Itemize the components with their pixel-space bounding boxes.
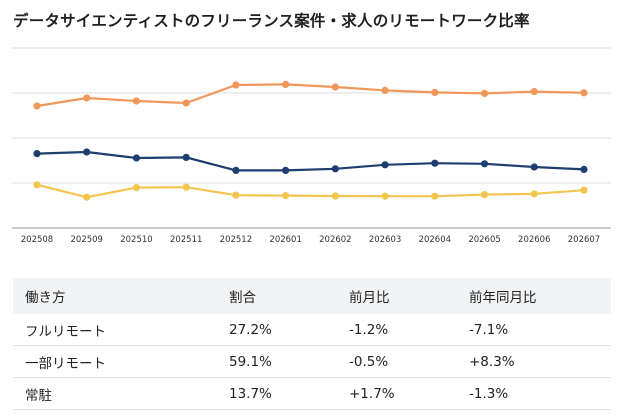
data-point	[480, 160, 489, 168]
remote-ratio-table: 働き方 割合 前月比 前年同月比 フルリモート 27.2% -1.2% -7.1…	[13, 278, 611, 410]
x-tick-label: 202607	[568, 235, 600, 245]
data-point	[33, 150, 41, 158]
cell-work-style: 常駐	[13, 377, 217, 410]
data-point	[480, 191, 489, 199]
col-header-mom: 前月比	[337, 278, 457, 314]
chart-gridlines	[12, 47, 611, 229]
data-point	[331, 165, 339, 173]
data-point	[431, 159, 439, 167]
data-point	[431, 192, 439, 200]
x-tick-label: 202603	[369, 235, 401, 245]
data-point	[530, 190, 538, 198]
data-point	[530, 88, 538, 96]
x-tick-label: 202601	[269, 235, 301, 245]
x-tick-label: 202604	[419, 235, 451, 245]
data-point	[33, 181, 41, 189]
col-header-yoy: 前年同月比	[457, 278, 611, 314]
cell-ratio: 27.2%	[217, 314, 337, 346]
series-line-1	[36, 83, 585, 108]
chart-data-points	[33, 80, 588, 201]
data-point	[83, 148, 91, 156]
data-point	[232, 81, 240, 89]
cell-work-style: フルリモート	[13, 314, 217, 346]
remote-ratio-line-chart: 202508 202509 202510 202511 202512 202601 2026…	[12, 47, 611, 245]
cell-ratio: 13.7%	[217, 377, 337, 410]
data-point	[182, 183, 190, 191]
x-tick-label: 202508	[21, 235, 53, 245]
x-tick-label: 202510	[120, 235, 152, 245]
data-point	[282, 80, 290, 88]
data-point	[580, 89, 588, 97]
data-point	[331, 192, 339, 200]
data-point	[381, 161, 389, 169]
cell-yoy: +8.3%	[457, 345, 611, 378]
chart-series-lines	[36, 83, 585, 199]
cell-work-style: 一部リモート	[13, 345, 217, 378]
page-title: データサイエンティストのフリーランス案件・求人のリモートワーク比率	[13, 12, 530, 30]
data-point	[431, 88, 439, 96]
data-point	[381, 192, 389, 200]
data-point	[580, 165, 588, 173]
series-line-3	[36, 183, 585, 199]
x-tick-label: 202511	[170, 235, 202, 245]
data-point	[132, 184, 141, 192]
data-point	[83, 193, 91, 201]
table-header-row: 働き方 割合 前月比 前年同月比	[13, 278, 611, 314]
cell-ratio: 59.1%	[217, 345, 337, 378]
x-tick-label: 202606	[518, 235, 550, 245]
cell-mom: +1.7%	[337, 377, 457, 410]
series-line-2	[36, 150, 585, 172]
x-tick-label: 202509	[71, 235, 103, 245]
data-point	[331, 83, 339, 91]
col-header-ratio: 割合	[217, 278, 337, 314]
data-point	[33, 102, 41, 110]
data-point	[182, 153, 190, 161]
data-point	[282, 192, 290, 200]
data-point	[232, 191, 240, 199]
data-point	[232, 166, 240, 174]
x-tick-label: 202602	[319, 235, 351, 245]
data-point	[282, 166, 290, 174]
cell-mom: -0.5%	[337, 345, 457, 378]
table-row: 一部リモート 59.1% -0.5% +8.3%	[13, 345, 611, 378]
x-axis-tick-labels: 202508 202509 202510 202511 202512 202601 2026…	[21, 235, 600, 245]
data-point	[132, 154, 141, 162]
cell-mom: -1.2%	[337, 314, 457, 346]
table-row: 常駐 13.7% +1.7% -1.3%	[13, 377, 611, 410]
x-tick-label: 202605	[468, 235, 500, 245]
data-point	[580, 186, 588, 194]
cell-yoy: -1.3%	[457, 377, 611, 410]
col-header-work-style: 働き方	[13, 278, 217, 314]
data-point	[530, 163, 538, 171]
data-point	[480, 89, 489, 97]
data-point	[83, 94, 91, 102]
data-point	[182, 99, 190, 107]
data-point	[132, 97, 141, 105]
cell-yoy: -7.1%	[457, 314, 611, 346]
x-tick-label: 202512	[220, 235, 252, 245]
data-point	[381, 86, 389, 94]
table-row: フルリモート 27.2% -1.2% -7.1%	[13, 314, 611, 346]
